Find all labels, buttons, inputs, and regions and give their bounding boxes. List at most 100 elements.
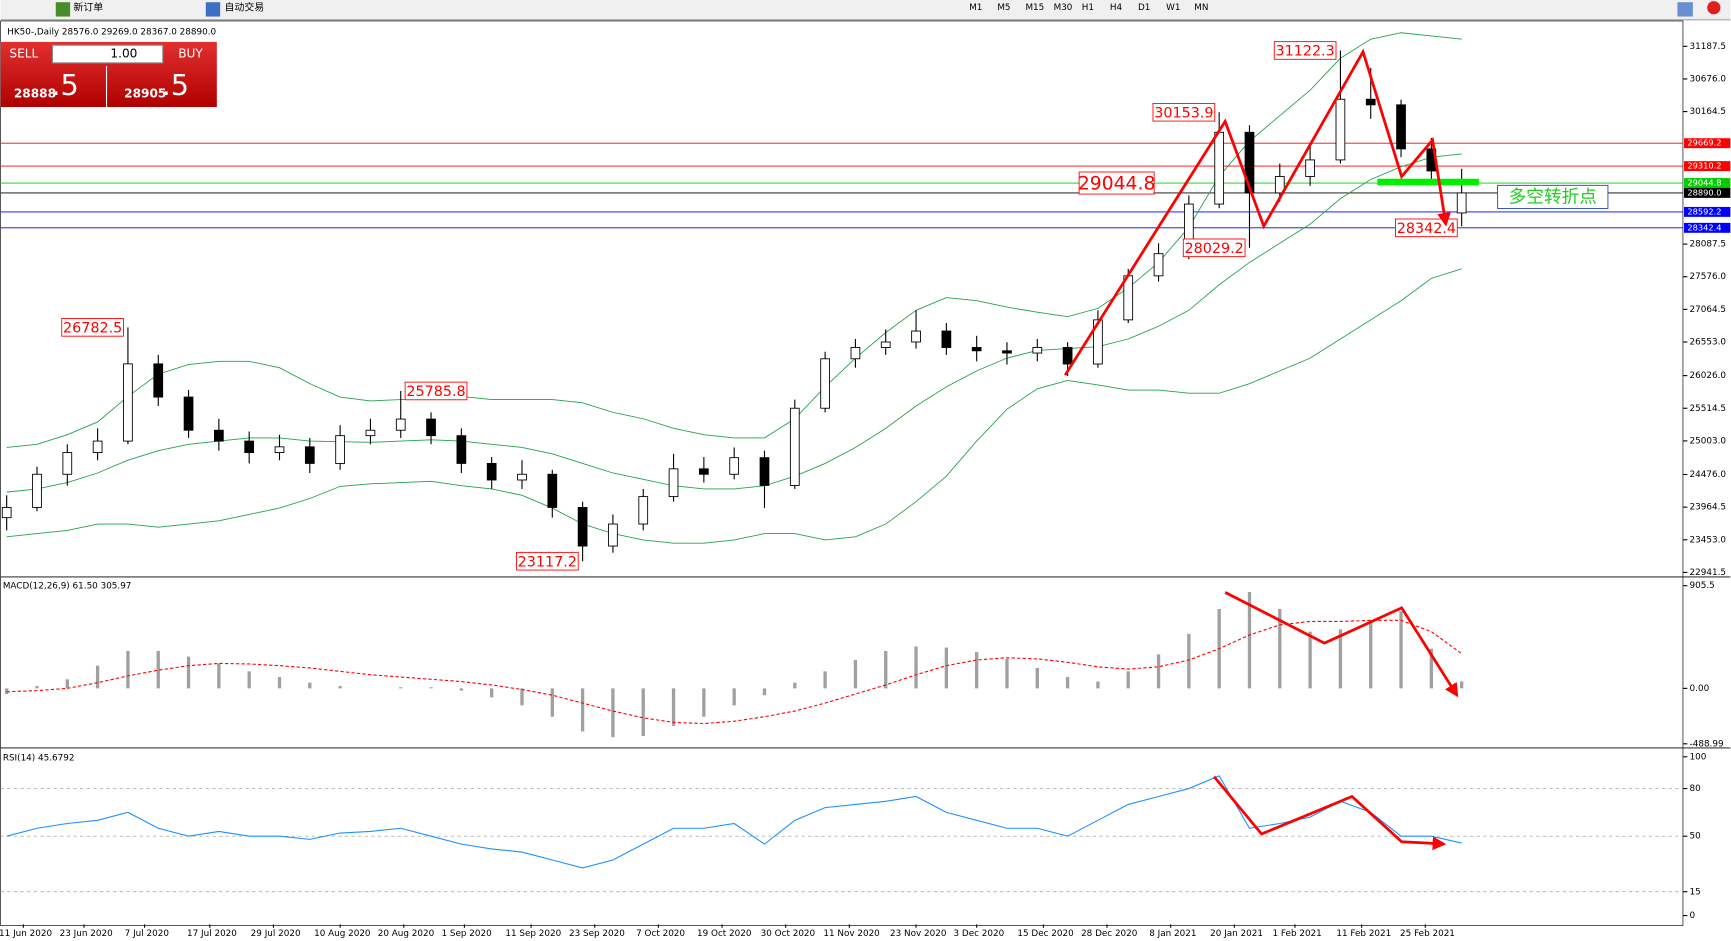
timeframe[interactable]: M5 [997,3,1010,13]
macd-bar [1369,620,1373,689]
macd-bar [1338,629,1343,689]
macd-bar [1096,681,1100,689]
x-tick-label: 11 Jun 2020 [0,929,52,939]
x-tick-label: 7 Oct 2020 [636,929,685,939]
timeframe[interactable]: W1 [1166,3,1180,13]
macd-bar [1035,667,1039,689]
annotation-box [1273,41,1337,60]
rsi-title: RSI(14) 45.6792 [3,753,75,763]
auto-trade[interactable]: 自动交易 [225,1,265,14]
macd-bar [671,688,676,726]
y-axis: 31187.5 30676.0 30164.5 28087.5 27576.0 27064… [1682,42,1727,578]
macd-bar [550,688,554,717]
candle-body [123,363,133,442]
candle-body [1305,159,1315,177]
price-tag-label: 28342.4 [1687,222,1721,232]
x-tick-label: 20 Jan 2021 [1210,929,1263,939]
timeframe[interactable]: H1 [1082,3,1094,13]
candle-body [517,473,527,481]
candle-body [304,446,315,464]
trend-arrows [1064,48,1451,376]
alert-icon[interactable] [1707,1,1721,15]
candle-body [1244,131,1255,194]
macd-bar [732,688,736,706]
icon [55,2,71,17]
x-tick-label: 11 Nov 2020 [823,929,880,939]
sell-button[interactable]: SELL [9,47,38,61]
timeframe[interactable]: M1 [969,3,982,13]
macd-bar [914,646,918,689]
buy-button[interactable]: BUY [178,47,203,61]
macd-bar [399,687,403,689]
price-tag [1684,206,1731,217]
macd-bar [884,650,888,689]
price-tag-label: 29669.2 [1687,138,1721,148]
timeframe[interactable]: D1 [1138,3,1150,13]
macd-bar [1460,681,1464,689]
x-tick-label: 11 Feb 2021 [1336,929,1391,939]
macd-bar [1399,611,1403,689]
candle-body [32,473,42,508]
price-tag-label: 28890.0 [1687,187,1721,197]
buy-price: 28905 [124,86,166,100]
pivot-bar [1377,178,1479,186]
annotation-box [1078,171,1155,195]
candle-body [971,347,982,352]
candle-body [274,446,285,454]
candle-body [395,418,406,431]
x-tick-label: 8 Jan 2021 [1149,929,1196,939]
annotation-box [515,551,579,571]
candle-body [183,396,194,431]
macd-bar [580,688,585,732]
candle-body [1335,98,1346,161]
candle-body [699,468,709,475]
candle-body [244,440,255,454]
y-tick-label: 80 [1690,784,1702,794]
annotation-box [61,318,124,337]
candle-body [486,462,497,481]
candle-body [426,418,436,437]
x-tick-label: 19 Oct 2020 [697,929,752,939]
timeframe[interactable]: M30 [1054,3,1073,13]
macd-bar [217,663,221,689]
x-tick-label: 30 Oct 2020 [761,929,816,939]
candle-body [1456,192,1467,214]
candle-body [214,429,224,442]
price-tag-label: 29310.2 [1687,161,1721,171]
macd-bar [1126,671,1130,689]
macd-bar [641,688,645,736]
timeframe[interactable]: MN [1194,3,1208,13]
macd-bar [944,647,949,689]
y-tick-label: 27064.5 [1690,305,1726,315]
buy-pips: .5 [162,68,189,102]
macd-bar [308,682,312,689]
macd-bar [1156,654,1161,689]
lot-input[interactable] [51,44,164,64]
y-tick-label: 30676.0 [1690,74,1727,84]
y-tick-label: 26026.0 [1690,371,1727,381]
y-tick-label: 15 [1690,887,1701,897]
y-tick-label: 31187.5 [1690,42,1726,52]
macd-bar [156,650,160,689]
candle-body [92,440,103,454]
chart-area [0,20,1684,926]
timeframe[interactable]: M15 [1025,3,1044,13]
new-order[interactable]: 新订单 [73,1,103,14]
macd-bar [35,686,39,689]
price-tag [1684,187,1731,198]
y-tick-label: 26553.0 [1690,338,1727,348]
y-axis: 905.5 0.00 -488.99 [1682,581,1724,749]
macd-arrows [1224,591,1459,698]
note: 多空转折点 [1509,186,1597,207]
y-tick-label: 23453.0 [1690,535,1727,545]
annotation: 30153.9 [1154,105,1213,121]
sell-pips: .5 [51,68,78,102]
candle-body [759,457,770,486]
candle-body [335,435,345,464]
price-tag-label: 28592.2 [1687,206,1721,216]
annotation: 25785.8 [406,384,465,400]
candle-body [62,452,73,475]
rsi-arrows [1213,775,1447,851]
timeframe[interactable]: H4 [1110,3,1123,13]
